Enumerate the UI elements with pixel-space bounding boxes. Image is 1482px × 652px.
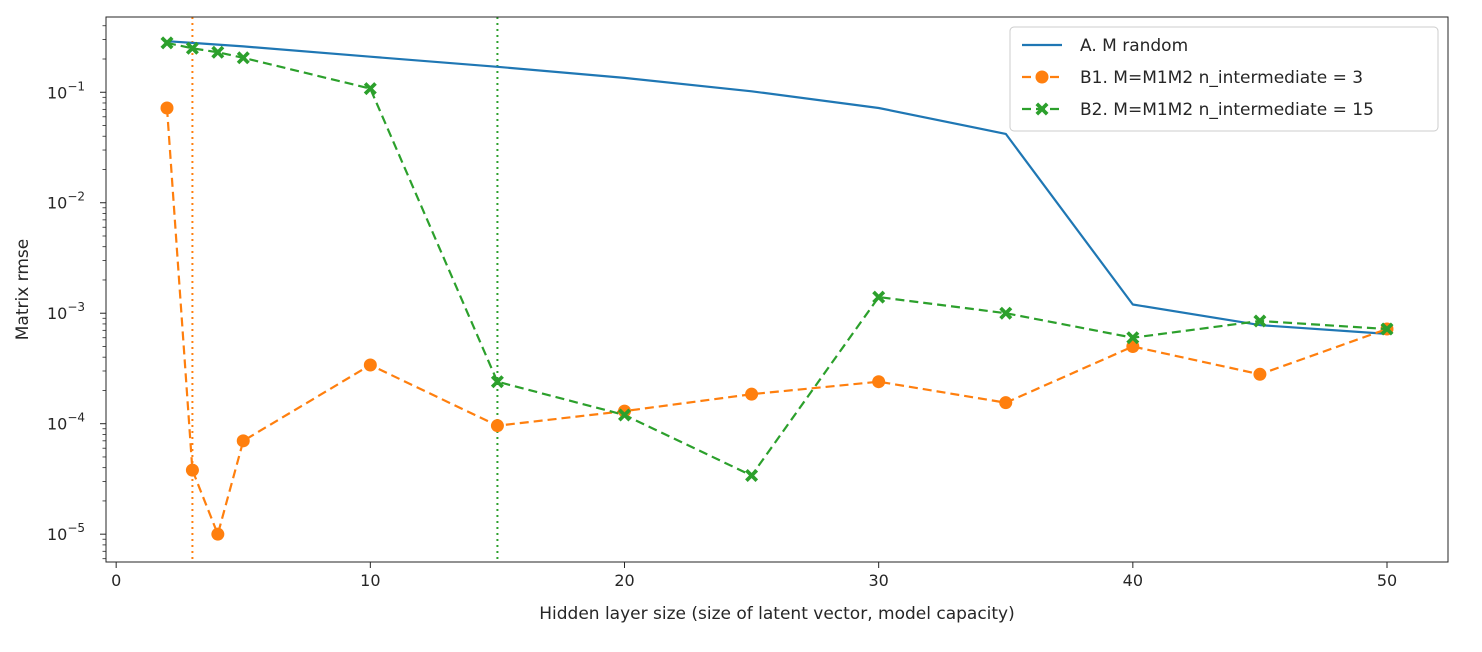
- y-axis-title: Matrix rmse: [13, 239, 33, 341]
- x-tick-label: 40: [1123, 571, 1143, 590]
- legend-marker: [1035, 70, 1049, 84]
- series-2: [160, 101, 1394, 541]
- y-axis: 10−5 10−4 10−3 10−2 10−1: [47, 25, 106, 560]
- legend-label: B1. M=M1M2 n_intermediate = 3: [1080, 68, 1363, 88]
- y-tick-label: 10−5: [47, 521, 85, 544]
- series-group: [160, 36, 1394, 541]
- legend-label: A. M random: [1080, 36, 1188, 56]
- series-2-point: [185, 463, 199, 477]
- legend-marker: [1035, 102, 1049, 116]
- series-3: [160, 36, 1394, 482]
- legend-box: [1009, 26, 1439, 132]
- series-3-point: [363, 82, 377, 96]
- legend: A. M random B1. M=M1M2 n_intermediate = 3…: [1009, 26, 1439, 132]
- series-2-point: [618, 404, 631, 418]
- x-tick-label: 20: [614, 571, 634, 590]
- y-tick-label: 10−1: [47, 79, 85, 102]
- series-2-point: [999, 396, 1013, 410]
- series-2-point: [363, 358, 377, 372]
- x-tick-label: 10: [360, 571, 380, 590]
- series-3-point: [490, 375, 504, 389]
- y-tick-label: 10−2: [47, 190, 85, 213]
- legend-label: B2. M=M1M2 n_intermediate = 15: [1080, 100, 1374, 120]
- vertical-reference-lines: [191, 17, 499, 562]
- series-2-point: [236, 434, 250, 448]
- series-3-point: [1253, 314, 1267, 328]
- series-3-point: [236, 51, 250, 65]
- series-3-point: [618, 408, 631, 422]
- y-tick-label: 10−4: [47, 411, 85, 434]
- legend-item: B1. M=M1M2 n_intermediate = 3: [1022, 68, 1363, 88]
- x-tick-label: 0: [111, 571, 121, 590]
- series-3-point: [1380, 322, 1394, 336]
- series-2-point: [872, 375, 886, 389]
- series-2-point: [160, 101, 174, 115]
- series-1-line: [166, 40, 1388, 335]
- x-axis: 0 10 20 30 40 50: [111, 562, 1397, 590]
- series-1: [166, 40, 1388, 335]
- legend-item: B2. M=M1M2 n_intermediate = 15: [1022, 100, 1374, 120]
- series-3-point: [745, 469, 759, 482]
- y-tick-label: 10−3: [47, 300, 85, 323]
- series-2-point: [745, 387, 759, 401]
- series-3-point: [999, 306, 1013, 320]
- x-axis-title: Hidden layer size (size of latent vector…: [539, 604, 1015, 624]
- series-3-point: [872, 290, 886, 304]
- series-2-point: [211, 527, 225, 541]
- series-2-point: [490, 419, 504, 433]
- series-3-point: [185, 41, 199, 55]
- series-3-point: [1126, 331, 1140, 345]
- x-tick-label: 30: [868, 571, 888, 590]
- x-tick-label: 50: [1377, 571, 1397, 590]
- legend-item: A. M random: [1022, 36, 1188, 56]
- series-3-point: [160, 36, 174, 50]
- plot-frame: [105, 16, 1449, 563]
- series-3-point: [211, 45, 225, 59]
- series-2-point: [1253, 367, 1267, 381]
